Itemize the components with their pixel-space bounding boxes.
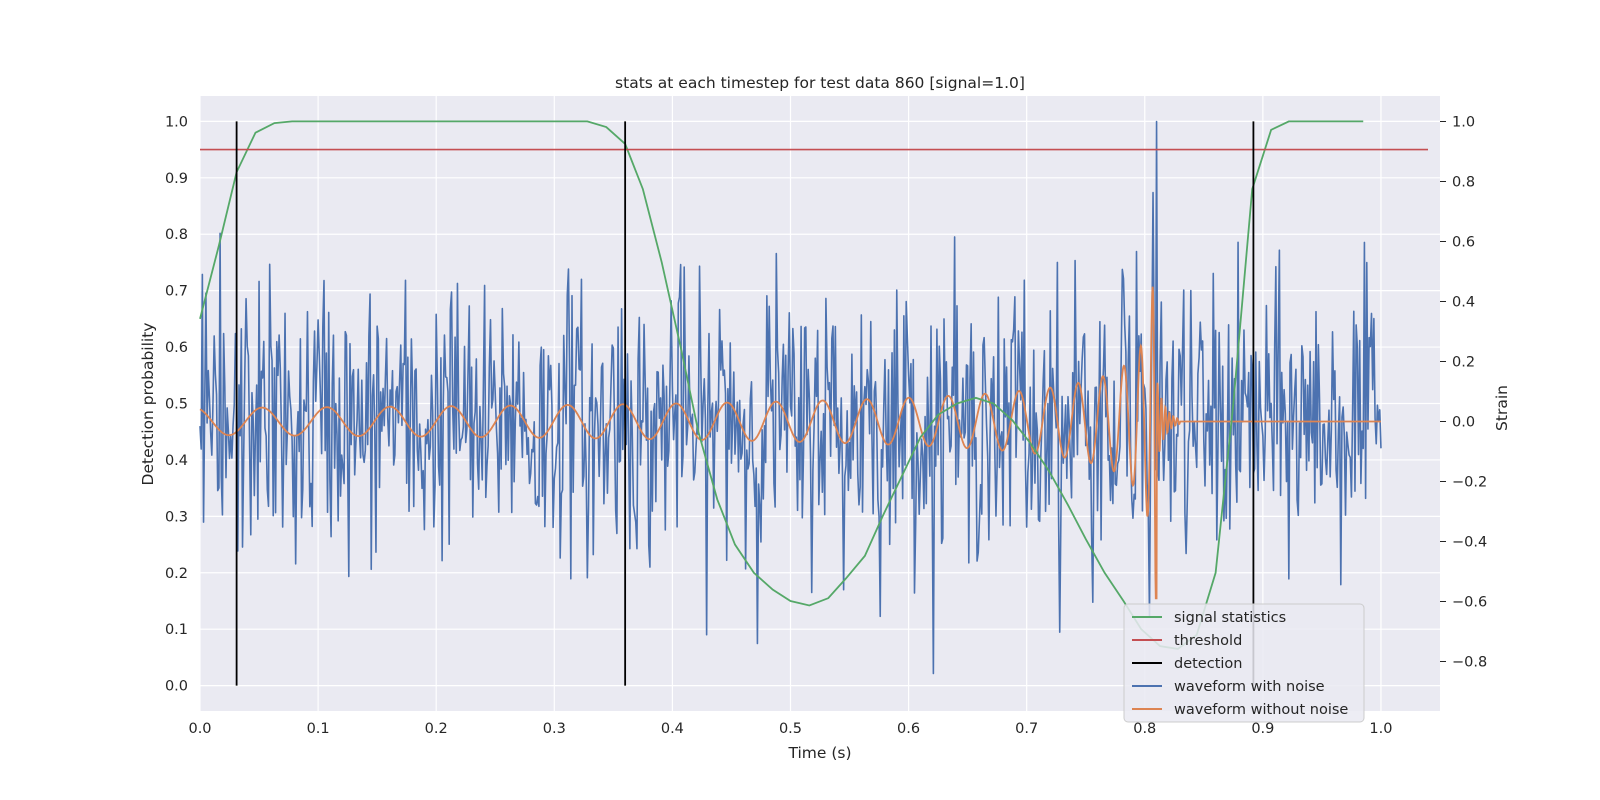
legend-item-threshold: threshold xyxy=(1132,633,1242,649)
y-right-axis-ticks: −0.8 −0.6 −0.4 −0.2 0.0 0.2 0.4 0.6 0.8 1.0 xyxy=(1440,115,1487,671)
x-tick-label: 0.1 xyxy=(307,721,330,737)
line-waveform-without-noise xyxy=(199,286,1381,600)
y-left-tick-label: 0.5 xyxy=(165,397,188,413)
legend-item-detection: detection xyxy=(1132,656,1242,672)
x-axis-label: Time (s) xyxy=(787,744,851,762)
x-tick-label: 0.3 xyxy=(543,721,566,737)
y-left-axis-ticks: 0.0 0.1 0.2 0.3 0.4 0.5 0.6 0.7 0.8 0.9 1.0 xyxy=(165,114,188,694)
y-right-tick-label: 0.6 xyxy=(1452,235,1475,251)
x-tick-label: 0.4 xyxy=(661,721,684,737)
y-left-tick-label: 0.0 xyxy=(165,679,188,695)
line-waveform-with-noise xyxy=(199,120,1382,675)
y-left-axis-label: Detection probability xyxy=(139,323,157,486)
x-tick-label: 0.8 xyxy=(1133,721,1156,737)
legend-item-waveform-with-noise: waveform with noise xyxy=(1132,679,1325,695)
series-waveform-without-noise xyxy=(199,286,1381,600)
x-tick-label: 0.0 xyxy=(188,721,211,737)
y-left-tick-label: 1.0 xyxy=(165,114,188,130)
chart-title: stats at each timestep for test data 860… xyxy=(615,74,1025,92)
y-right-tick-label: 0.2 xyxy=(1452,355,1475,371)
y-right-tick-label: 0.4 xyxy=(1452,295,1475,311)
y-left-tick-label: 0.9 xyxy=(165,171,188,187)
y-right-axis-label: Strain xyxy=(1493,385,1511,431)
legend-box xyxy=(1123,603,1365,723)
legend-label-signal-statistics: signal statistics xyxy=(1174,610,1286,626)
x-tick-label: 0.7 xyxy=(1015,721,1038,737)
legend-label-detection: detection xyxy=(1174,656,1242,672)
y-right-tick-label: 0.0 xyxy=(1452,415,1475,431)
series-detections xyxy=(235,121,1255,686)
legend-label-waveform-without-noise: waveform without noise xyxy=(1174,702,1348,718)
x-tick-label: 0.6 xyxy=(897,721,920,737)
x-tick-label: 0.9 xyxy=(1251,721,1274,737)
x-tick-label: 1.0 xyxy=(1369,721,1392,737)
y-left-tick-label: 0.4 xyxy=(165,453,188,469)
y-left-tick-label: 0.7 xyxy=(165,284,188,300)
y-right-tick-label: −0.2 xyxy=(1452,475,1487,491)
x-tick-label: 0.5 xyxy=(779,721,802,737)
y-left-tick-label: 0.2 xyxy=(165,566,188,582)
legend-item-signal-statistics: signal statistics xyxy=(1132,610,1286,626)
x-axis-ticks: 0.0 0.1 0.2 0.3 0.4 0.5 0.6 0.7 0.8 0.9 1.0 xyxy=(188,721,1392,737)
legend-item-waveform-without-noise: waveform without noise xyxy=(1132,702,1348,718)
y-left-tick-label: 0.8 xyxy=(165,227,188,243)
legend: signal statistics threshold detection wa… xyxy=(1123,603,1365,723)
series-waveform-with-noise xyxy=(199,120,1382,675)
y-right-tick-label: 1.0 xyxy=(1452,115,1475,131)
legend-label-waveform-with-noise: waveform with noise xyxy=(1174,679,1325,695)
y-right-tick-label: −0.8 xyxy=(1452,655,1487,671)
y-left-tick-label: 0.6 xyxy=(165,340,188,356)
y-right-tick-label: 0.8 xyxy=(1452,175,1475,191)
x-tick-label: 0.2 xyxy=(425,721,448,737)
y-right-tick-label: −0.6 xyxy=(1452,595,1487,611)
y-left-tick-label: 0.1 xyxy=(165,622,188,638)
y-right-tick-label: −0.4 xyxy=(1452,535,1487,551)
legend-label-threshold: threshold xyxy=(1174,633,1242,649)
y-left-tick-label: 0.3 xyxy=(165,509,188,525)
